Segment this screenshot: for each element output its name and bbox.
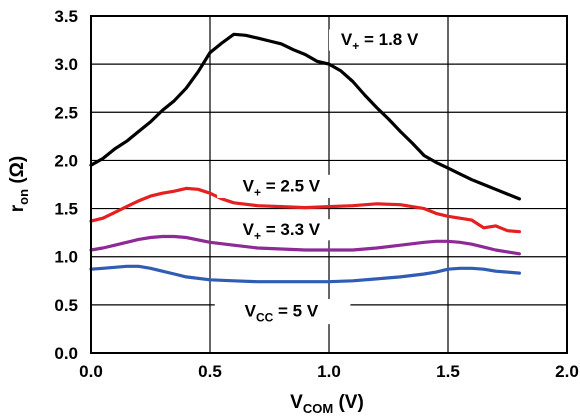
annotation-background: [217, 174, 349, 198]
series-line-4: [89, 264, 522, 284]
x-tick-label: 1.5: [436, 362, 460, 381]
x-tick-label: 0.5: [198, 362, 222, 381]
x-tick-label: 0.0: [79, 362, 103, 381]
y-tick-label: 3.5: [54, 7, 78, 26]
x-tick-label: 2.0: [555, 362, 579, 381]
x-tick-labels: 0.0 0.5 1.0 1.5 2.0: [79, 362, 579, 381]
series-annotation-4: VCC = 5 V: [245, 302, 319, 325]
x-tick-label: 1.0: [317, 362, 341, 381]
series-line-1: [89, 32, 522, 201]
y-tick-label: 1.0: [54, 248, 78, 267]
series-annotation-1: V+ = 1.8 V: [341, 30, 419, 53]
y-tick-label: 0.5: [54, 296, 78, 315]
y-tick-label: 1.5: [54, 200, 78, 219]
series-line-2: [89, 186, 522, 234]
series-annotation-2: V+ = 2.5 V: [243, 176, 321, 199]
series-annotation-3: V+ = 3.3 V: [243, 220, 321, 243]
series-line-3: [89, 234, 522, 256]
annotation-background: [329, 29, 439, 51]
y-tick-label: 2.0: [54, 151, 78, 170]
x-axis-label: VCOM (V): [290, 392, 364, 416]
annotation-background: [229, 219, 339, 241]
plot-frame: [90, 15, 568, 354]
y-axis-label: ron (Ω): [7, 156, 31, 212]
y-tick-label: 3.0: [54, 55, 78, 74]
annotation-layer: V+ = 1.8 V V+ = 2.5 V V+ = 3.3 V VCC = 5 V: [214, 29, 439, 325]
annotation-background: [214, 299, 351, 325]
series-layer: [89, 32, 522, 284]
y-tick-label: 2.5: [54, 103, 78, 122]
y-tick-labels: 0.0 0.5 1.0 1.5 2.0 2.5 3.0 3.5: [54, 7, 78, 363]
y-tick-label: 0.0: [54, 344, 78, 363]
